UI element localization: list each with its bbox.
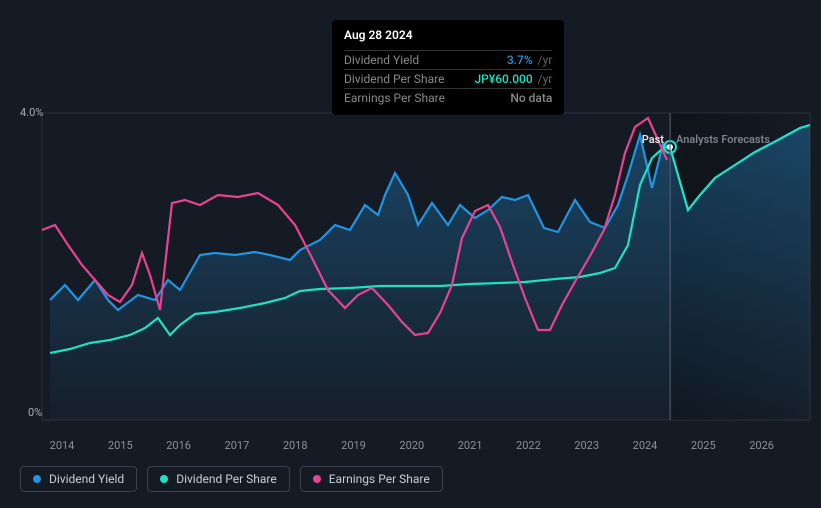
x-axis-tick: 2018 — [283, 439, 308, 452]
tooltip-row: Dividend Yield 3.7% /yr — [344, 50, 552, 69]
x-axis-tick: 2024 — [633, 439, 658, 452]
legend-item-earnings-per-share[interactable]: Earnings Per Share — [300, 466, 443, 492]
x-axis-tick: 2019 — [341, 439, 366, 452]
x-axis-tick: 2020 — [399, 439, 424, 452]
legend-label: Dividend Yield — [49, 472, 124, 486]
x-axis-tick: 2015 — [108, 439, 133, 452]
present-divider — [670, 113, 671, 420]
legend-dot-icon — [313, 475, 321, 483]
tooltip-row-value: JP¥60.000 /yr — [475, 72, 553, 86]
tooltip-row: Dividend Per Share JP¥60.000 /yr — [344, 69, 552, 88]
y-axis-tick: 4.0% — [20, 106, 43, 119]
legend-item-dividend-per-share[interactable]: Dividend Per Share — [147, 466, 290, 492]
x-axis-tick: 2014 — [50, 439, 75, 452]
region-label-past: Past — [642, 133, 664, 146]
x-axis-tick: 2021 — [458, 439, 483, 452]
tooltip-row-label: Dividend Per Share — [344, 72, 445, 86]
x-axis-tick: 2017 — [225, 439, 250, 452]
tooltip-row: Earnings Per Share No data — [344, 88, 552, 107]
legend-dot-icon — [33, 475, 41, 483]
x-axis-tick: 2016 — [166, 439, 191, 452]
x-axis-tick: 2025 — [691, 439, 716, 452]
legend: Dividend Yield Dividend Per Share Earnings… — [20, 466, 443, 492]
x-axis-tick: 2026 — [749, 439, 774, 452]
tooltip-row-value: 3.7% /yr — [507, 53, 552, 67]
tooltip-date: Aug 28 2024 — [344, 28, 552, 46]
region-label-forecast: Analysts Forecasts — [676, 133, 770, 146]
legend-dot-icon — [160, 475, 168, 483]
legend-item-dividend-yield[interactable]: Dividend Yield — [20, 466, 137, 492]
legend-label: Earnings Per Share — [329, 472, 430, 486]
legend-label: Dividend Per Share — [176, 472, 277, 486]
tooltip-row-label: Earnings Per Share — [344, 91, 445, 105]
y-axis-tick: 0% — [28, 406, 42, 419]
chart-tooltip: Aug 28 2024 Dividend Yield3.7% /yrDivide… — [332, 20, 564, 115]
tooltip-row-value: No data — [510, 91, 552, 105]
x-axis-tick: 2022 — [516, 439, 541, 452]
tooltip-row-label: Dividend Yield — [344, 53, 419, 67]
x-axis-tick: 2023 — [574, 439, 599, 452]
